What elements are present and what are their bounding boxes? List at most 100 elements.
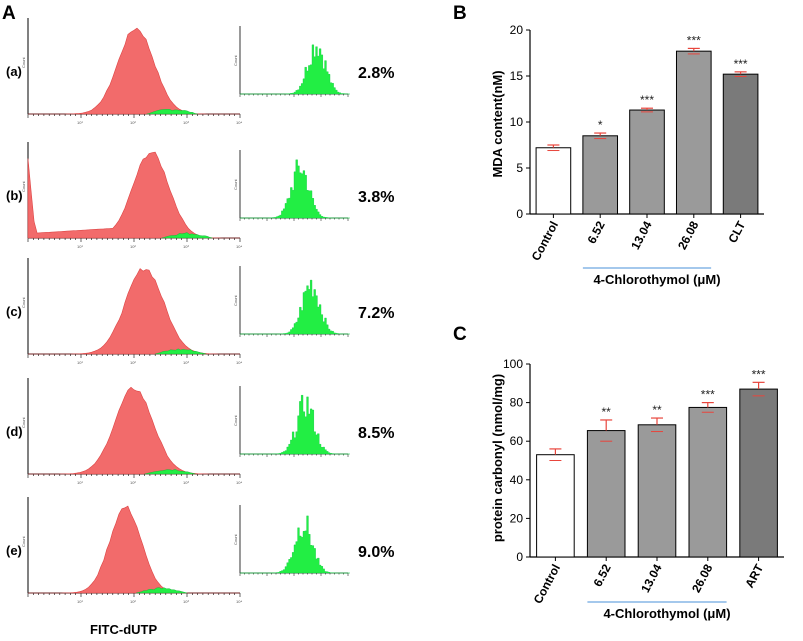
large-y-label: Count	[21, 535, 26, 547]
panel-b: B MDA content(nM) 0 5 10 15 20 Control * 6.52 **…	[453, 3, 764, 287]
green-tail	[146, 109, 198, 115]
percent-label: 9.0%	[358, 544, 394, 561]
green-tail	[144, 468, 196, 475]
panel-c-chart: 0 20 40 60 80 100 Control ** 6.52 ** 13.04 *** 26.08…	[503, 357, 784, 621]
x-tick-label: Control	[531, 562, 563, 606]
significance-mark: ***	[701, 388, 715, 402]
large-x-tick-label: 10¹	[77, 599, 83, 604]
significance-mark: ***	[640, 93, 654, 107]
green-histogram	[240, 515, 350, 574]
row-label: (a)	[6, 64, 22, 79]
significance-mark: ***	[687, 33, 701, 47]
bar	[582, 135, 619, 215]
large-x-tick-label: 10³	[183, 120, 189, 125]
y-tick-label: 0	[516, 550, 523, 564]
x-axis-title: 4-Chlorothymol (μM)	[593, 272, 720, 287]
large-x-tick-label: 10⁴	[236, 244, 242, 249]
large-x-tick-label: 10¹	[77, 244, 83, 249]
x-tick-label: CLT	[725, 218, 748, 245]
large-x-tick-label: 10⁴	[236, 599, 242, 604]
large-x-tick-label: 10¹	[77, 480, 83, 485]
row-label: (d)	[6, 424, 23, 439]
x-tick-label: Control	[529, 219, 561, 263]
panel-a-letter: A	[2, 3, 16, 24]
large-x-tick-label: 10³	[183, 480, 189, 485]
y-tick-label: 100	[503, 357, 523, 371]
bar	[739, 388, 778, 558]
x-tick-label: 6.52	[591, 562, 614, 589]
panel-a: A (a) 10¹ 10² 10³ 10⁴ Count Count 2.8% (b) 10¹ 10²…	[2, 3, 394, 637]
y-tick-label: 60	[510, 434, 524, 448]
percent-label: 7.2%	[358, 305, 394, 322]
green-tail	[155, 348, 207, 355]
inset-y-label: Count	[233, 54, 238, 66]
bar	[722, 73, 759, 215]
red-histogram	[27, 151, 240, 239]
panel-c: C protein carbonyl (nmol/mg) 0 20 40 60 80 10…	[453, 324, 784, 621]
large-x-tick-label: 10²	[130, 244, 136, 249]
y-tick-label: 10	[510, 115, 524, 129]
significance-mark: *	[598, 118, 603, 132]
y-tick-label: 20	[510, 23, 524, 37]
bar	[688, 406, 728, 558]
inset-y-label: Count	[233, 414, 238, 426]
large-y-label: Count	[21, 296, 26, 308]
panel-a-x-label: FITC-dUTP	[90, 622, 157, 637]
green-histogram	[240, 159, 350, 219]
x-tick-label: 13.04	[628, 219, 655, 252]
histogram-row: (e) 10¹ 10² 10³ 10⁴ Count Count 9.0%	[6, 497, 394, 604]
large-x-tick-label: 10²	[130, 480, 136, 485]
red-histogram	[28, 27, 240, 115]
x-axis-title: 4-Chlorothymol (μM)	[603, 606, 730, 621]
large-y-label: Count	[21, 56, 26, 68]
histogram-row: (a) 10¹ 10² 10³ 10⁴ Count Count 2.8%	[6, 18, 394, 125]
large-x-tick-label: 10²	[130, 599, 136, 604]
percent-label: 3.8%	[358, 189, 394, 206]
row-label: (e)	[6, 543, 22, 558]
percent-label: 2.8%	[358, 65, 394, 82]
x-tick-label: 26.08	[689, 562, 716, 595]
bar	[586, 430, 626, 558]
large-x-tick-label: 10²	[130, 120, 136, 125]
green-histogram	[240, 279, 350, 335]
histogram-row: (d) 10¹ 10² 10³ 10⁴ Count Count 8.5%	[6, 378, 394, 485]
significance-mark: ***	[734, 57, 748, 71]
large-x-tick-label: 10⁴	[236, 480, 242, 485]
large-x-tick-label: 10⁴	[236, 120, 242, 125]
panel-b-chart: 0 5 10 15 20 Control * 6.52 *** 13.04 *** 26.08 *** C…	[510, 23, 764, 287]
y-tick-label: 0	[516, 207, 523, 221]
row-label: (b)	[6, 188, 23, 203]
large-x-tick-label: 10³	[183, 360, 189, 365]
histogram-row: (c) 10¹ 10² 10³ 10⁴ Count Count 7.2%	[6, 258, 394, 365]
y-tick-label: 40	[510, 473, 524, 487]
histogram-row: (b) 10¹ 10² 10³ 10⁴ Count Count 3.8%	[6, 142, 394, 249]
red-histogram	[28, 386, 240, 475]
significance-mark: **	[652, 403, 662, 417]
panel-c-y-label: protein carbonyl (nmol/mg)	[490, 374, 505, 542]
panel-c-letter: C	[453, 324, 467, 345]
green-histogram	[240, 44, 350, 95]
x-tick-label: ART	[742, 561, 766, 590]
red-histogram	[28, 505, 240, 594]
y-tick-label: 80	[510, 396, 524, 410]
large-x-tick-label: 10⁴	[236, 360, 242, 365]
bar	[535, 147, 572, 215]
large-x-tick-label: 10¹	[77, 360, 83, 365]
bar	[536, 454, 575, 558]
large-x-tick-label: 10³	[183, 244, 189, 249]
large-x-tick-label: 10³	[183, 599, 189, 604]
row-label: (c)	[6, 304, 22, 319]
flow-histogram-rows: (a) 10¹ 10² 10³ 10⁴ Count Count 2.8% (b) 10¹ 10² 10…	[6, 18, 394, 604]
green-tail	[136, 587, 188, 594]
bar	[675, 50, 712, 215]
x-tick-label: 6.52	[585, 219, 608, 246]
bar	[629, 109, 665, 215]
bar	[637, 424, 677, 558]
green-tail	[161, 232, 213, 239]
large-x-tick-label: 10²	[130, 360, 136, 365]
y-tick-label: 20	[510, 511, 524, 525]
y-tick-label: 5	[516, 161, 523, 175]
percent-label: 8.5%	[358, 425, 394, 442]
y-tick-label: 15	[510, 69, 524, 83]
